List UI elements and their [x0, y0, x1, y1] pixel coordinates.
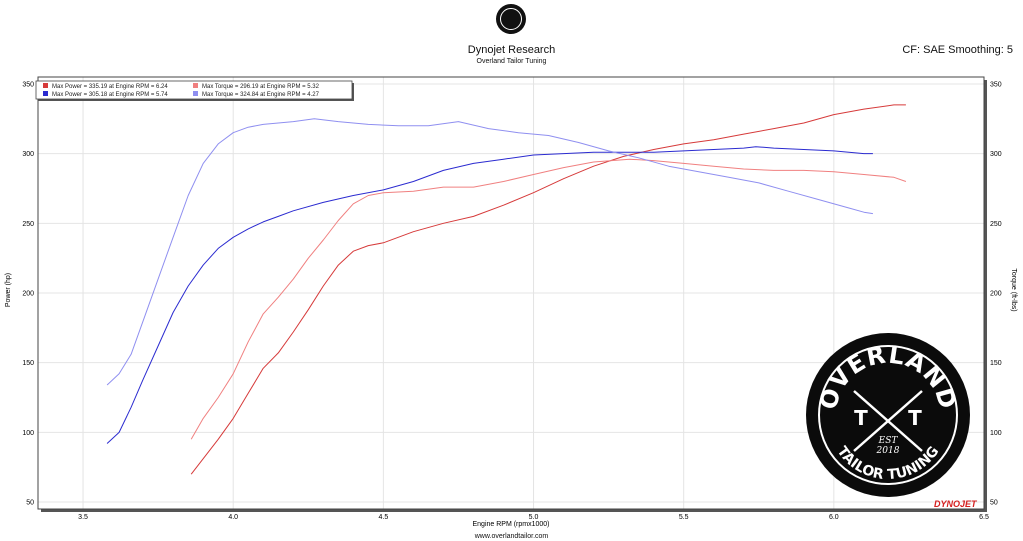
legend-entry-4: Max Torque = 324.84 at Engine RPM = 4.27 — [202, 92, 320, 98]
legend-entry-1: Max Power = 335.19 at Engine RPM = 6.24 — [52, 84, 168, 90]
y2-tick-label: 150 — [990, 360, 1002, 367]
legend-entry-2: Max Power = 305.18 at Engine RPM = 5.74 — [52, 92, 168, 98]
series-line-3 — [190, 158, 907, 440]
x-tick-label: 3.5 — [78, 514, 88, 521]
legend-swatch-1 — [43, 83, 48, 88]
x-tick-label: 6.0 — [829, 514, 839, 521]
x-tick-label: 4.5 — [378, 514, 388, 521]
legend-entry-3: Max Torque = 296.19 at Engine RPM = 5.32 — [202, 84, 320, 90]
badge-est-text: EST — [878, 436, 899, 446]
y2-tick-label: 200 — [990, 291, 1002, 298]
svg-text:OVERLAND: OVERLAND — [814, 341, 962, 413]
dynojet-logo: DYNOJET — [934, 499, 977, 509]
x-tick-label: 5.0 — [529, 514, 539, 521]
x-tick-label: 6.5 — [979, 514, 989, 521]
y-tick-label: 350 — [22, 81, 34, 88]
chart-subtitle: Overland Tailor Tuning — [476, 58, 547, 65]
series-line-4 — [106, 118, 873, 386]
x-tick-label: 4.0 — [228, 514, 238, 521]
y-tick-label: 50 — [26, 500, 34, 507]
y2-tick-label: 300 — [990, 151, 1002, 158]
badge-year-text: 2018 — [876, 446, 900, 456]
chart-title: Dynojet Research — [467, 44, 556, 56]
legend-swatch-3 — [193, 83, 198, 88]
y-tick-label: 100 — [22, 430, 34, 437]
y-tick-label: 300 — [22, 151, 34, 158]
legend-box — [35, 80, 353, 100]
y2-tick-label: 100 — [990, 430, 1002, 437]
legend-swatch-4 — [193, 91, 198, 96]
y2-axis-label: Torque (ft-lbs) — [1010, 268, 1017, 311]
y-tick-label: 150 — [22, 360, 34, 367]
plot-frame — [37, 76, 985, 510]
series-line-1 — [190, 104, 906, 475]
x-axis-label: Engine RPM (rpmx1000) — [472, 521, 549, 528]
footer-url: www.overlandtailor.com — [474, 533, 549, 540]
y-tick-label: 250 — [22, 221, 34, 228]
badge-letter-right: T — [908, 406, 922, 430]
badge-top-text: OVERLAND — [814, 341, 961, 413]
correction-factor-label: CF: SAE Smoothing: 5 — [902, 44, 1013, 56]
dynojet-research-logo — [496, 4, 526, 34]
y-tick-label: 200 — [22, 291, 34, 298]
legend: Max Power = 335.19 at Engine RPM = 6.24 M… — [35, 80, 354, 101]
y2-tick-label: 350 — [990, 81, 1002, 88]
legend-swatch-2 — [43, 91, 48, 96]
series-line-2 — [106, 146, 873, 444]
badge-letter-left: T — [854, 406, 868, 430]
frame-shadow-bottom — [41, 509, 987, 512]
frame-shadow-right — [984, 80, 987, 512]
y2-tick-label: 50 — [990, 500, 998, 507]
x-tick-label: 5.5 — [679, 514, 689, 521]
overland-tailor-tuning-badge: OVERLAND T T EST 2018 TAILOR TUNING — [806, 333, 970, 497]
y2-tick-label: 250 — [990, 221, 1002, 228]
axes: 3.5 4.0 4.5 5.0 5.5 6.0 6.55010015020025030035… — [22, 76, 1002, 521]
y-axis-label: Power (hp) — [5, 273, 12, 307]
series-layer — [106, 104, 907, 475]
